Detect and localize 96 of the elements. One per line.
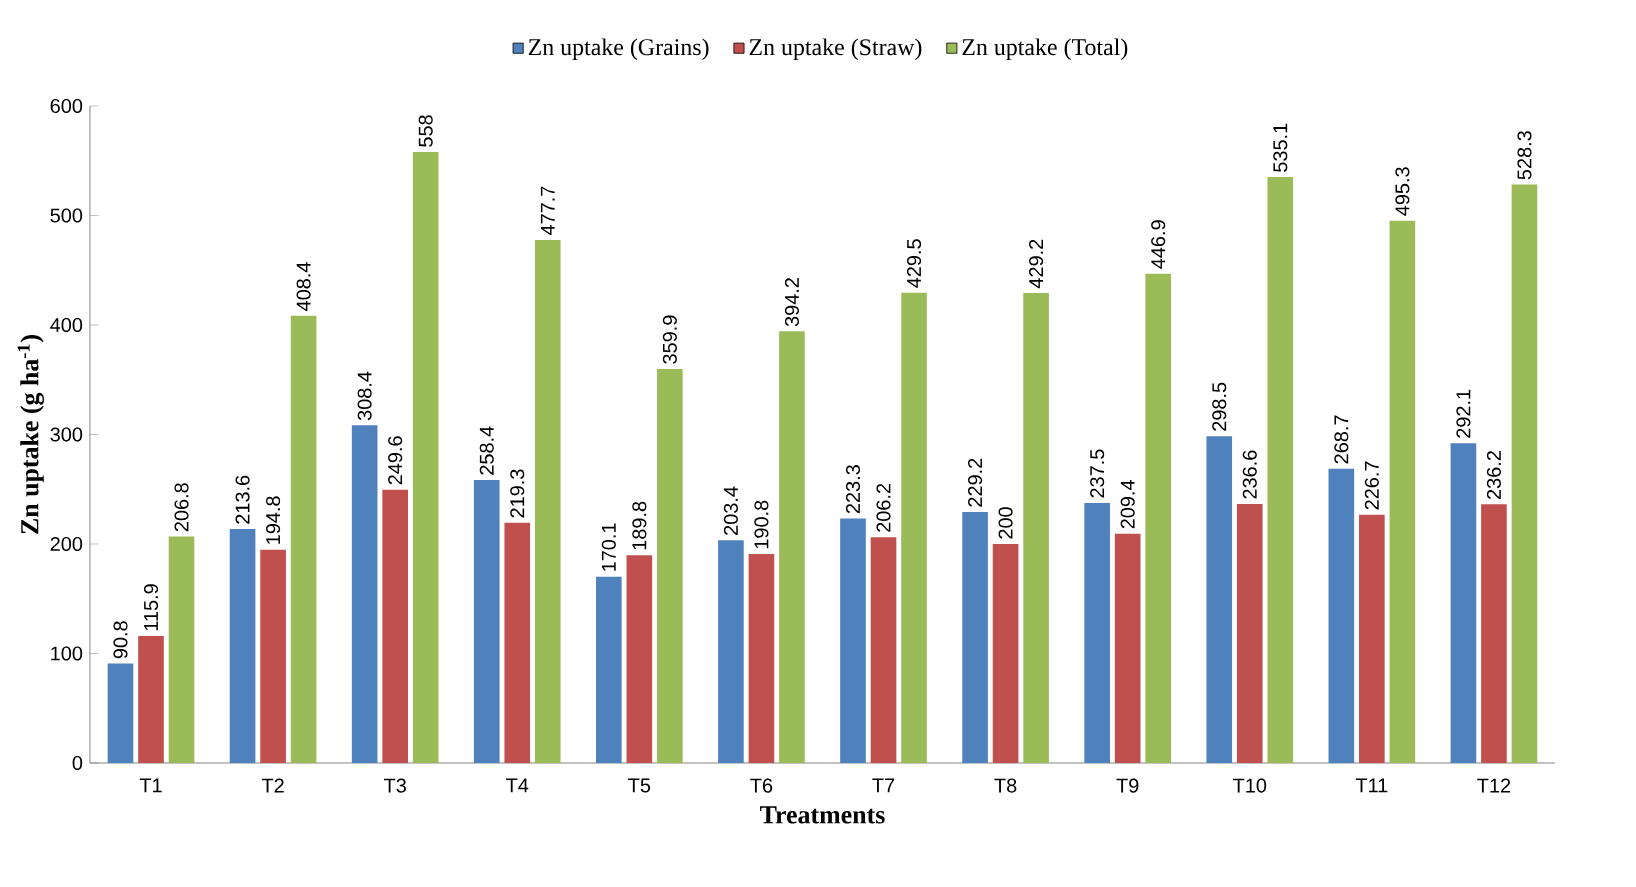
x-tick-label: T9: [1116, 778, 1139, 793]
legend-label: Zn uptake (Grains): [528, 38, 709, 61]
bar: [1236, 503, 1263, 763]
bar: [260, 549, 286, 763]
bar: [504, 522, 531, 763]
x-tick-label: T8: [994, 778, 1017, 793]
data-label: 209.4: [1120, 480, 1135, 529]
bar: [1511, 184, 1538, 763]
bar: [1359, 514, 1385, 763]
x-tick-label: T10: [1233, 778, 1267, 793]
data-label: 298.5: [1212, 382, 1227, 431]
bar: [1145, 273, 1172, 763]
data-label: 170.1: [601, 523, 616, 571]
data-label: 495.3: [1395, 167, 1410, 216]
x-axis-title: Treatments: [760, 806, 885, 824]
y-tick-label: 0: [72, 755, 83, 771]
bar: [1450, 443, 1477, 763]
bar: [901, 292, 927, 763]
data-label: 206.8: [174, 483, 189, 532]
x-tick-label: T12: [1477, 778, 1511, 793]
data-label: 194.8: [266, 496, 281, 544]
x-tick-label: T11: [1355, 778, 1388, 793]
x-tick-label: T5: [628, 778, 651, 793]
bar: [748, 554, 775, 763]
y-tick-label: 600: [50, 98, 83, 114]
data-label: 237.5: [1090, 449, 1105, 498]
x-tick-label: T6: [750, 778, 773, 793]
bar: [1206, 436, 1233, 763]
x-tick-label: T3: [383, 778, 406, 793]
bar: [1389, 220, 1416, 763]
data-label: 223.3: [845, 465, 861, 514]
data-label: 206.2: [876, 483, 891, 532]
data-label: 558: [418, 115, 433, 147]
bar: [107, 663, 134, 763]
data-label: 446.9: [1151, 220, 1166, 269]
bar: [992, 544, 1019, 763]
bar: [473, 480, 500, 763]
data-label: 429.2: [1029, 239, 1044, 289]
bar: [138, 636, 164, 763]
bar: [870, 537, 897, 763]
y-tick-label: 200: [50, 536, 83, 552]
data-label: 308.4: [357, 371, 372, 421]
bar: [534, 239, 561, 763]
bar: [840, 518, 866, 763]
bar: [626, 555, 653, 763]
bar: [1328, 468, 1355, 763]
legend-label: Zn uptake (Straw): [749, 38, 922, 61]
data-label: 359.9: [662, 315, 677, 364]
data-label: 477.7: [540, 186, 555, 236]
bar: [290, 315, 317, 763]
x-tick-label: T7: [872, 778, 895, 793]
bar: [168, 536, 195, 763]
data-label: 236.2: [1486, 451, 1501, 499]
bar: [382, 489, 408, 763]
bar: [596, 576, 622, 763]
data-label: 258.4: [479, 426, 494, 475]
bar: [1084, 502, 1110, 763]
bar: [1267, 177, 1294, 763]
data-label: 229.2: [968, 458, 983, 507]
bar: [657, 368, 683, 763]
bar: [718, 540, 744, 763]
bar: [1114, 533, 1141, 763]
data-label: 203.4: [723, 486, 738, 535]
data-label: 249.6: [388, 436, 403, 485]
bar: [229, 529, 256, 763]
y-axis-title: Zn uptake (g ha$^{-1}$): [17, 335, 44, 534]
x-tick-label: T1: [139, 778, 162, 793]
data-label: 213.6: [235, 475, 250, 524]
data-label: 394.2: [784, 278, 799, 327]
x-tick-label: T4: [506, 778, 529, 793]
data-label: 268.7: [1334, 415, 1349, 464]
y-tick-label: 500: [50, 208, 83, 223]
data-label: 408.4: [296, 262, 311, 311]
y-tick-label: 300: [50, 427, 83, 442]
legend-label: Zn uptake (Total): [962, 38, 1128, 61]
data-label: 219.3: [510, 469, 525, 518]
data-label: 535.1: [1273, 123, 1288, 172]
bar: [351, 425, 378, 763]
data-label: 200: [998, 507, 1013, 539]
data-label: 429.5: [906, 239, 922, 288]
data-label: 190.8: [754, 500, 769, 549]
bar: [1023, 293, 1049, 763]
bar: [1481, 504, 1507, 763]
y-tick-label: 400: [50, 317, 83, 333]
data-label: 226.7: [1364, 461, 1379, 510]
data-label: 189.8: [632, 501, 647, 550]
bar: [962, 512, 988, 763]
data-label: 115.9: [143, 584, 159, 631]
bar: [412, 151, 439, 763]
bar: [779, 331, 805, 763]
data-label: 528.3: [1517, 131, 1532, 180]
data-label: 236.6: [1242, 450, 1257, 499]
y-tick-label: 100: [51, 646, 83, 661]
x-tick-label: T2: [261, 778, 284, 793]
data-label: 292.1: [1456, 389, 1471, 438]
data-label: 90.8: [113, 621, 128, 659]
